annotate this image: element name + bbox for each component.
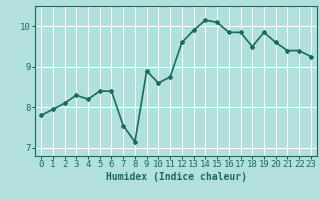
- X-axis label: Humidex (Indice chaleur): Humidex (Indice chaleur): [106, 172, 246, 182]
